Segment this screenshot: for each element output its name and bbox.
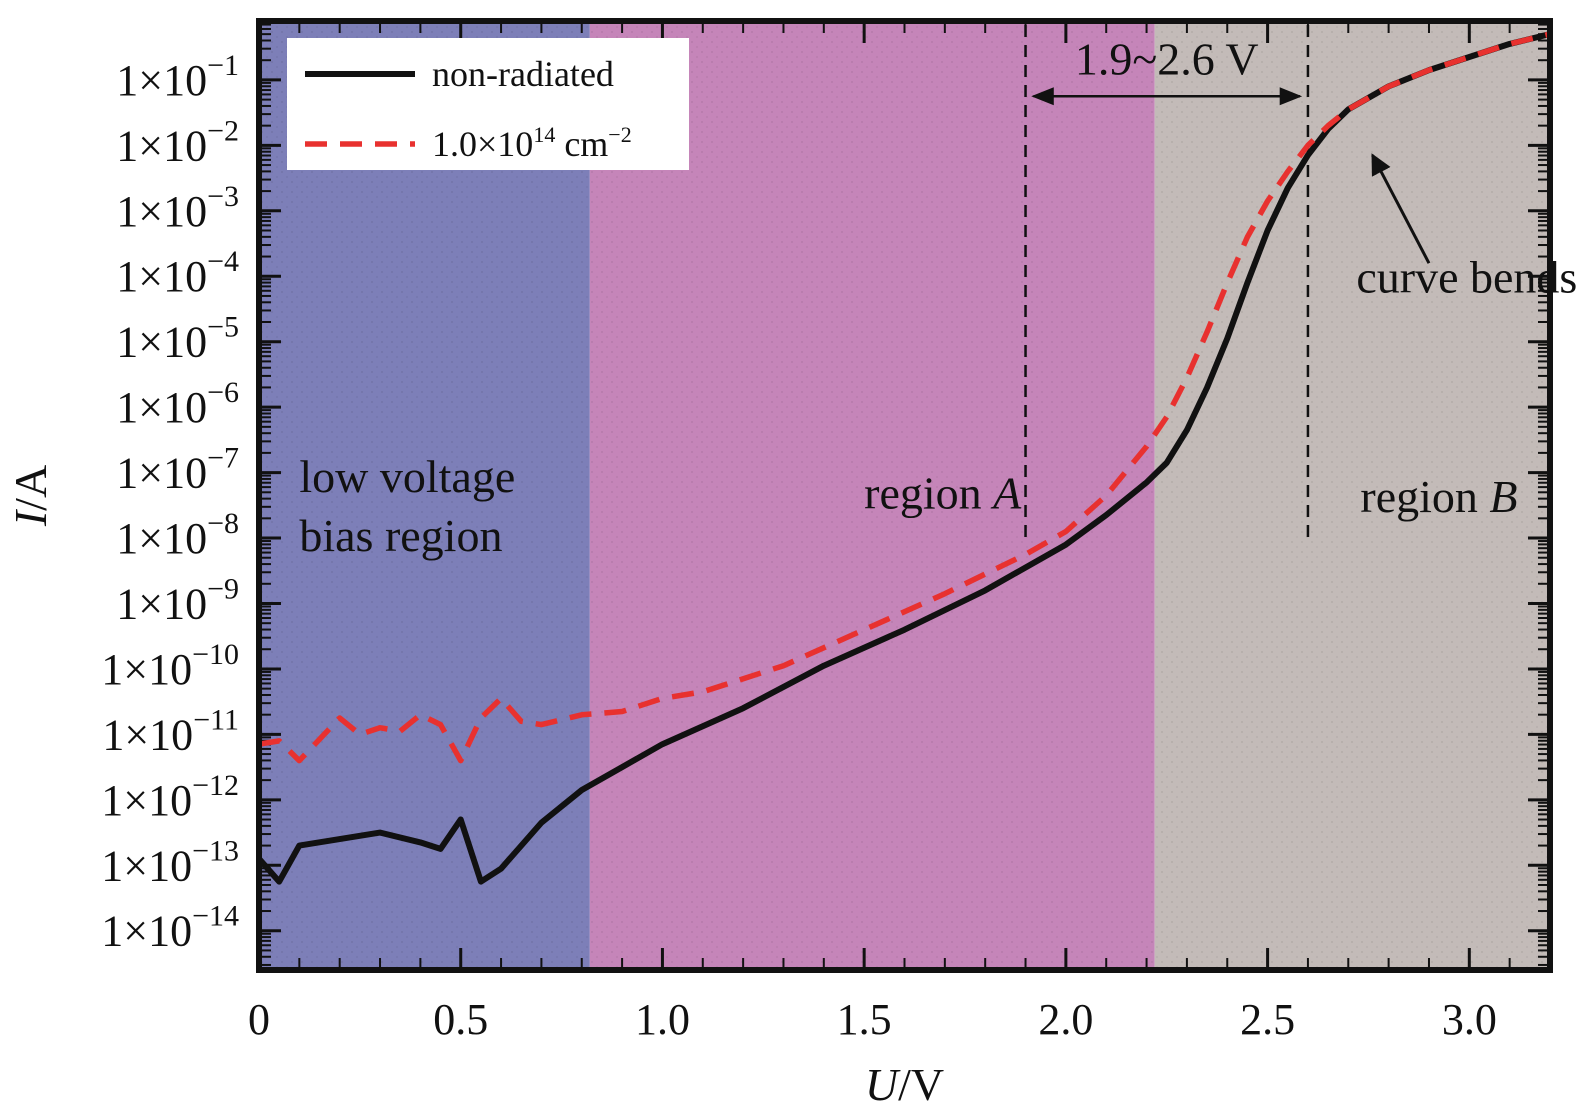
- y-tick-labels: 1×10−1 1×10−2 1×10−3 1×10−4 1×10−5 1×10−6 1×10…: [101, 49, 239, 956]
- x-tick-label: 0.5: [433, 995, 488, 1044]
- y-axis-title: I/A: [5, 465, 56, 527]
- region-label-1: region A: [864, 468, 1022, 519]
- x-tick-labels: 0 0.5 1.0 1.5 2.0 2.5 3.0: [248, 995, 1497, 1044]
- legend: non-radiated 1.0×1014 cm−2: [287, 38, 689, 170]
- legend-box: [287, 38, 689, 170]
- data-series: [259, 31, 1550, 885]
- region-labels: low voltage bias region region A region B: [299, 451, 1517, 561]
- plot-frame: [256, 18, 1553, 973]
- region-label-0: bias region: [299, 510, 502, 561]
- y-tick-label: 1×10−9: [116, 572, 239, 628]
- y-tick-label: 1×10−13: [101, 834, 239, 890]
- y-tick-label: 1×10−6: [116, 376, 239, 432]
- series-line-1: [259, 31, 1550, 764]
- x-tick-label: 1.0: [635, 995, 690, 1044]
- x-axis-title: U/V: [865, 1059, 944, 1110]
- x-tick-label: 3.0: [1442, 995, 1497, 1044]
- y-tick-label: 1×10−1: [116, 49, 239, 105]
- bend-label: curve bends: [1356, 252, 1577, 303]
- y-tick-label: 1×10−3: [116, 180, 239, 236]
- annotations: 1.9~2.6 V curve bends: [1031, 33, 1577, 303]
- y-tick-label: 1×10−11: [102, 703, 239, 759]
- y-tick-label: 1×10−2: [116, 114, 239, 170]
- region-texture-1: [589, 21, 1155, 970]
- region-label-0: low voltage: [299, 451, 515, 502]
- y-tick-label: 1×10−8: [116, 507, 239, 563]
- axis-titles: U/V I/A: [5, 465, 944, 1110]
- x-tick-label: 1.5: [837, 995, 892, 1044]
- x-tick-label: 2.0: [1038, 995, 1093, 1044]
- x-tick-label: 0: [248, 995, 270, 1044]
- y-tick-label: 1×10−5: [116, 311, 239, 367]
- region-texture-2: [1154, 21, 1550, 970]
- y-tick-label: 1×10−7: [116, 442, 239, 498]
- y-tick-label: 1×10−10: [101, 638, 239, 694]
- y-tick-label: 1×10−4: [116, 245, 239, 301]
- region-label-2: region B: [1360, 471, 1517, 522]
- guide-lines: [1024, 25, 1310, 539]
- legend-label-0: non-radiated: [432, 54, 614, 94]
- region-backgrounds: [259, 21, 1550, 970]
- y-tick-label: 1×10−12: [101, 769, 239, 825]
- bend-arrow: [1371, 153, 1431, 264]
- legend-label-1: 1.0×1014 cm−2: [432, 122, 632, 164]
- y-tick-label: 1×10−14: [101, 900, 239, 956]
- x-tick-label: 2.5: [1240, 995, 1295, 1044]
- span-label: 1.9~2.6 V: [1075, 33, 1259, 84]
- region-texture-0: [259, 21, 590, 970]
